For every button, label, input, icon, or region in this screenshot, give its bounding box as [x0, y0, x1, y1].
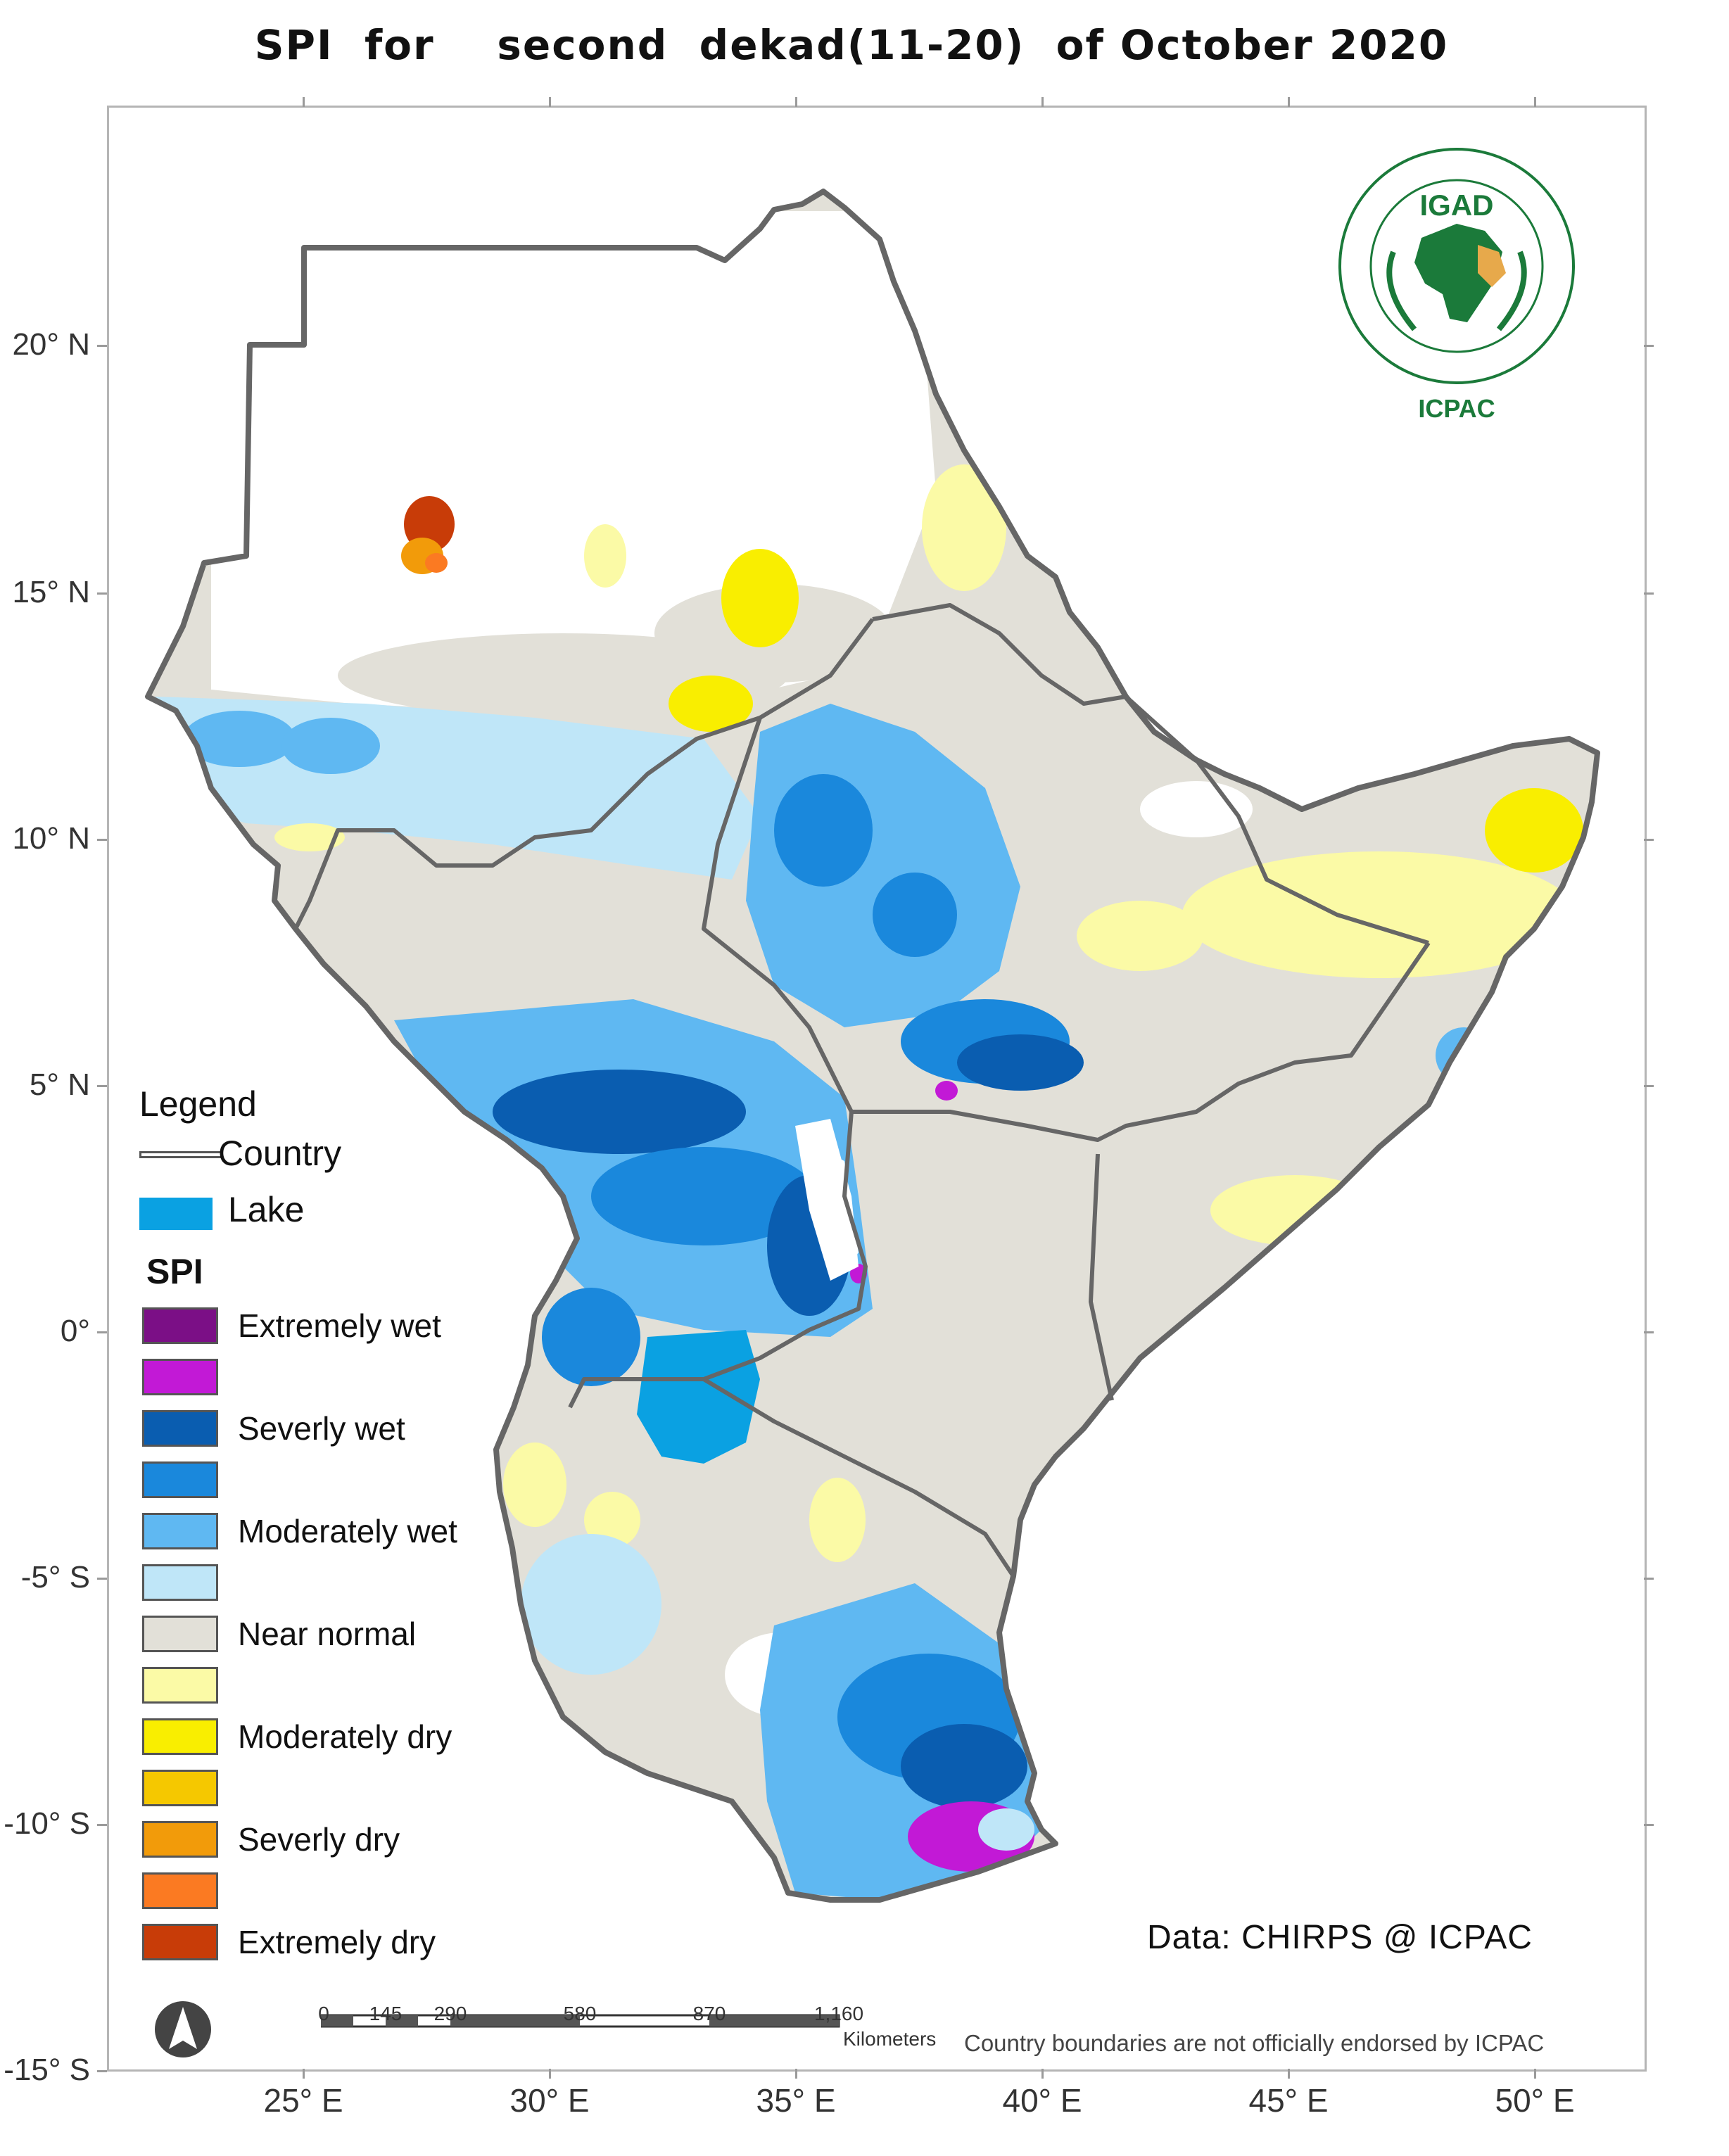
legend-item [142, 1770, 564, 1809]
legend-title: Legend [139, 1084, 257, 1124]
lat-label-5s: -5° S [20, 1560, 90, 1594]
legend-label: Extremely dry [238, 1924, 436, 1960]
scale-tick-label: 145 [369, 2003, 403, 2024]
legend-item: Near normal [142, 1616, 564, 1655]
legend-label: Severly wet [238, 1410, 405, 1447]
legend-swatch [142, 1924, 218, 1960]
logo-org: ICPAC [1418, 394, 1495, 423]
legend-swatch [142, 1821, 218, 1858]
legend-lake-label: Lake [228, 1190, 305, 1229]
north-arrow-icon [155, 2001, 211, 2057]
scale-tick-label: 580 [563, 2003, 597, 2024]
legend-swatch [142, 1718, 218, 1755]
legend-swatch [142, 1513, 218, 1549]
legend-label: Extremely wet [238, 1307, 441, 1344]
legend-item [142, 1667, 564, 1706]
lon-label-35e: 35° E [756, 2082, 836, 2119]
lon-label-45e: 45° E [1248, 2082, 1329, 2119]
legend-swatch [142, 1667, 218, 1704]
lon-label-30e: 30° E [509, 2082, 590, 2119]
legend-item [142, 1564, 564, 1604]
igad-logo: IGAD ICPAC [1337, 146, 1576, 442]
legend-label: Near normal [238, 1616, 417, 1652]
scale-tick-label: 870 [692, 2003, 726, 2024]
legend-label: Severly dry [238, 1821, 400, 1858]
scale-bar [321, 2014, 840, 2028]
lat-label-5n: 5° N [29, 1067, 90, 1102]
legend-label: Moderately wet [238, 1513, 457, 1549]
scale-tick-label: 0 [318, 2003, 329, 2024]
legend-item [142, 1461, 564, 1501]
lon-label-40e: 40° E [1002, 2082, 1082, 2119]
scale-unit: Kilometers [843, 2028, 937, 2050]
lat-label-20n: 20° N [12, 327, 90, 362]
map-title: SPI for second dekad(11-20) of October 2… [254, 21, 1449, 69]
lon-label-50e: 50° E [1495, 2082, 1575, 2119]
legend-swatch [142, 1770, 218, 1806]
igad-emblem: IGAD [1338, 148, 1575, 384]
legend-item: Moderately wet [142, 1513, 564, 1552]
legend-item: Extremely wet [142, 1307, 564, 1347]
disclaimer: Country boundaries are not officially en… [964, 2030, 1545, 2056]
legend-swatch [142, 1359, 218, 1395]
legend-item [142, 1359, 564, 1398]
lat-label-10n: 10° N [12, 821, 90, 856]
legend-item: Extremely dry [142, 1924, 564, 1963]
legend-item [142, 1872, 564, 1912]
data-credit: Data: CHIRPS @ ICPAC [1147, 1919, 1533, 1956]
lat-label-15s: -15° S [4, 2053, 90, 2087]
legend-item: Severly wet [142, 1410, 564, 1450]
lon-label-25e: 25° E [263, 2082, 343, 2119]
legend-spi-title: SPI [146, 1252, 203, 1291]
logo-acronym: IGAD [1420, 189, 1494, 222]
legend-swatch [142, 1564, 218, 1601]
lat-label-10s: -10° S [4, 1806, 90, 1841]
legend-swatch [142, 1410, 218, 1447]
legend-country-label: Country [218, 1134, 342, 1173]
legend-swatch [142, 1461, 218, 1498]
legend-item: Moderately dry [142, 1718, 564, 1758]
legend-item: Severly dry [142, 1821, 564, 1860]
legend-swatch [142, 1872, 218, 1909]
lat-label-15n: 15° N [12, 575, 90, 609]
scale-tick-label: 290 [433, 2003, 467, 2024]
scale-tick-label: 1,160 [813, 2003, 864, 2024]
legend-country-symbol [139, 1151, 222, 1158]
legend-swatch [142, 1616, 218, 1652]
legend-swatch [142, 1307, 218, 1344]
legend-label: Moderately dry [238, 1718, 452, 1755]
legend-lake-swatch [139, 1198, 213, 1230]
lat-label-0: 0° [60, 1314, 90, 1348]
